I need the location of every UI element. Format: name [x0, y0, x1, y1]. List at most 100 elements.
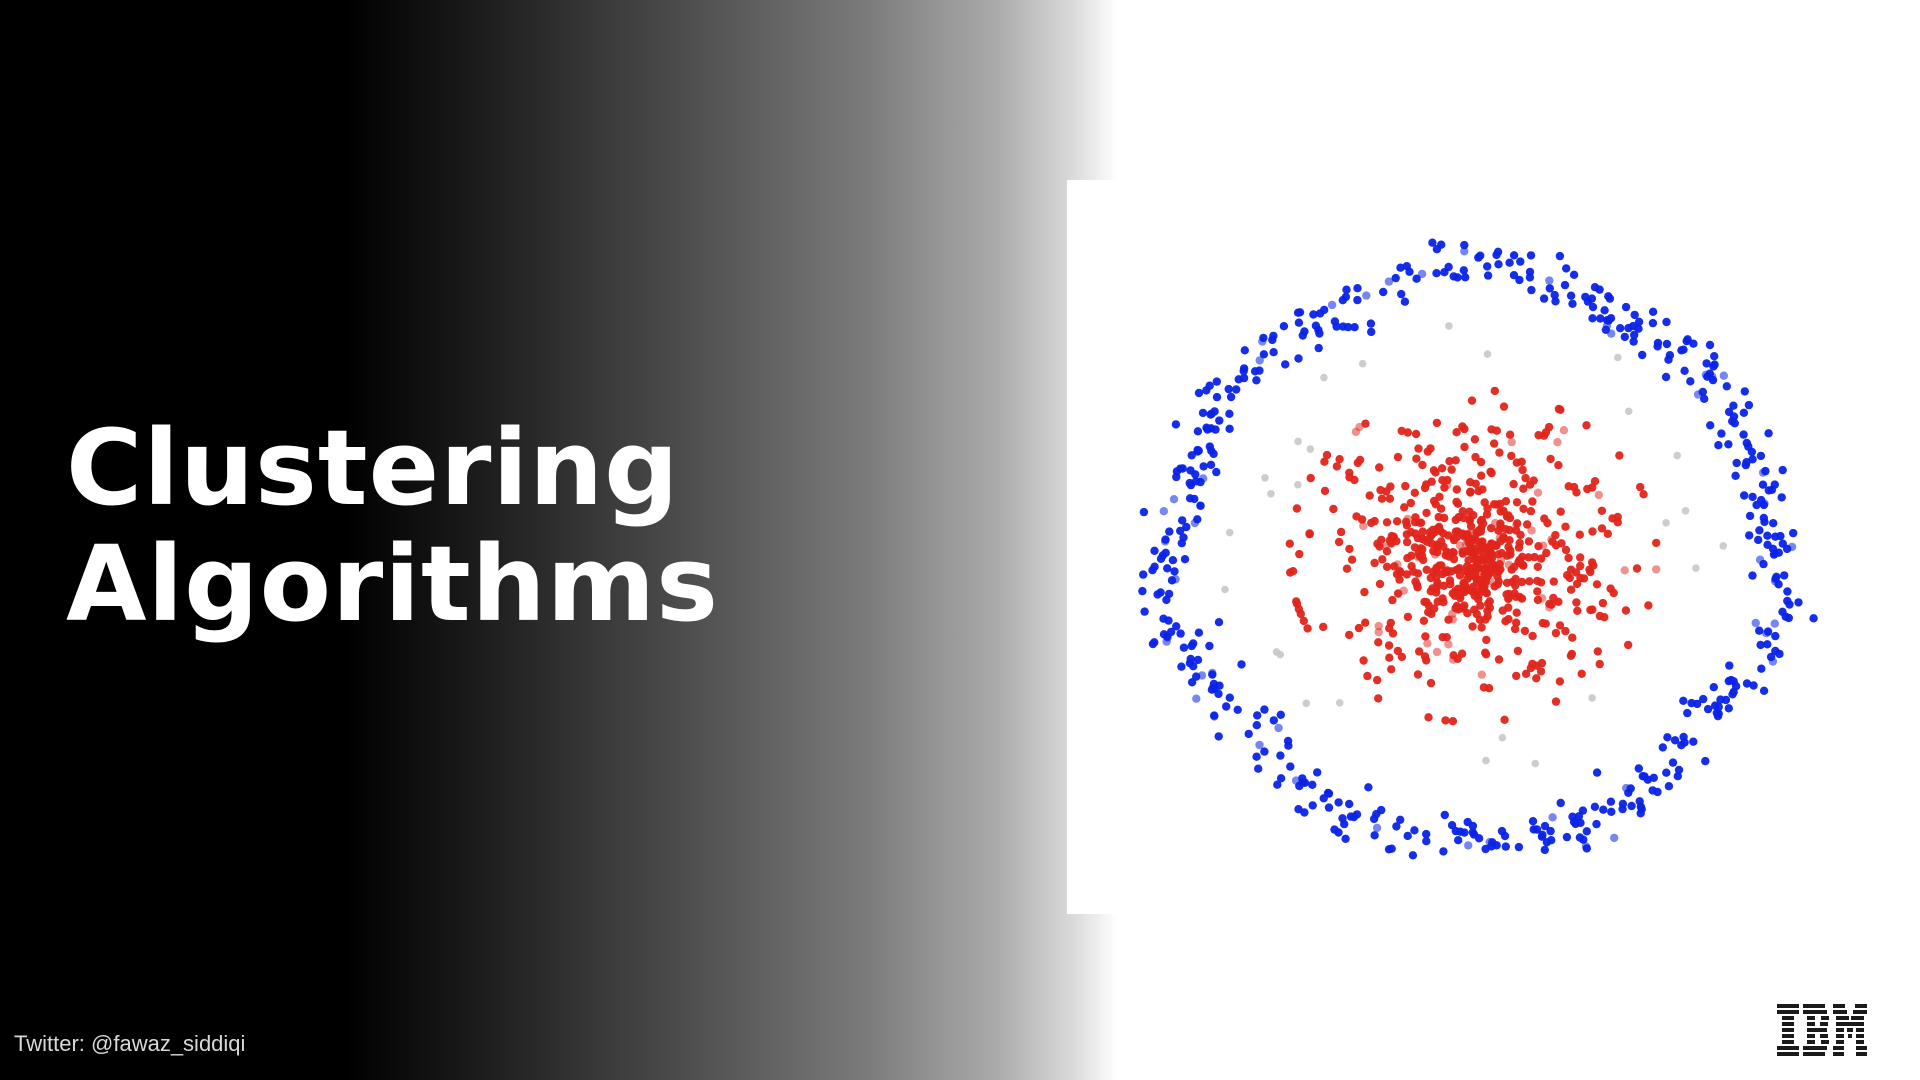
inner-cluster-point: [1403, 514, 1412, 524]
inner-cluster-point: [1597, 524, 1607, 533]
noise-point: [1483, 350, 1492, 358]
noise-point: [1498, 733, 1507, 742]
outer-cluster-point: [1709, 362, 1718, 371]
outer-cluster-point: [1663, 733, 1672, 742]
outer-cluster-point: [1607, 807, 1616, 816]
inner-cluster-point: [1541, 428, 1551, 437]
outer-cluster-point: [1239, 366, 1248, 376]
inner-cluster-point: [1403, 612, 1413, 622]
outer-cluster-point: [1560, 280, 1570, 290]
outer-cluster-point: [1679, 345, 1688, 354]
outer-cluster-point: [1603, 316, 1612, 325]
outer-ring-cluster: [1138, 238, 1818, 860]
outer-cluster-point: [1170, 567, 1179, 576]
outer-cluster-point: [1679, 696, 1688, 705]
inner-cluster-point: [1571, 568, 1581, 577]
outer-cluster-point: [1225, 424, 1234, 433]
inner-cluster-point: [1457, 649, 1467, 658]
inner-cluster-point: [1524, 537, 1534, 546]
outer-cluster-point: [1579, 835, 1588, 844]
inner-cluster-point: [1516, 530, 1525, 540]
outer-cluster-point: [1281, 360, 1290, 369]
inner-cluster-point: [1292, 597, 1301, 606]
inner-cluster-point: [1451, 456, 1460, 465]
outer-cluster-point: [1662, 317, 1671, 327]
title-line-2: Algorithms: [66, 523, 719, 645]
outer-cluster-point: [1551, 297, 1560, 306]
inner-cluster-point: [1530, 552, 1539, 562]
outer-cluster-point: [1658, 743, 1667, 752]
inner-cluster-point: [1458, 529, 1467, 538]
outer-cluster-point: [1194, 388, 1204, 398]
inner-cluster-point: [1332, 462, 1342, 471]
outer-cluster-point: [1653, 787, 1662, 797]
inner-cluster-point: [1590, 477, 1600, 486]
outer-cluster-point: [1680, 738, 1689, 747]
inner-cluster-point: [1320, 486, 1330, 496]
outer-cluster-point: [1771, 532, 1780, 541]
outer-cluster-point: [1648, 307, 1658, 316]
outer-cluster-point: [1205, 641, 1214, 651]
inner-cluster-point: [1390, 562, 1399, 571]
inner-cluster-point: [1499, 402, 1509, 411]
inner-cluster-point: [1423, 639, 1432, 648]
outer-cluster-point: [1748, 492, 1757, 502]
outer-cluster-point: [1199, 474, 1208, 483]
outer-cluster-point: [1209, 449, 1218, 459]
inner-cluster-point: [1518, 465, 1527, 475]
inner-cluster-point: [1500, 534, 1509, 543]
inner-cluster-point: [1555, 621, 1565, 630]
outer-cluster-point: [1222, 702, 1231, 711]
inner-cluster-point: [1441, 716, 1450, 725]
inner-cluster-point: [1551, 530, 1560, 540]
outer-cluster-point: [1582, 827, 1591, 836]
inner-cluster-point: [1542, 548, 1551, 558]
outer-cluster-point: [1670, 736, 1680, 745]
outer-cluster-point: [1763, 627, 1773, 636]
outer-cluster-point: [1207, 409, 1216, 418]
outer-cluster-point: [1234, 375, 1243, 384]
outer-cluster-point: [1139, 507, 1149, 517]
inner-cluster-point: [1375, 542, 1384, 551]
inner-cluster-point: [1526, 663, 1536, 673]
outer-cluster-point: [1353, 295, 1362, 305]
inner-cluster-point: [1477, 584, 1486, 593]
inner-cluster-point: [1547, 600, 1556, 609]
outer-cluster-point: [1205, 442, 1214, 451]
outer-cluster-point: [1311, 321, 1321, 330]
inner-cluster-point: [1494, 577, 1503, 586]
scatter-plot-svg: [1138, 238, 1818, 860]
inner-cluster-point: [1588, 527, 1597, 536]
outer-cluster-point: [1730, 419, 1739, 428]
inner-cluster-point: [1489, 439, 1499, 448]
outer-cluster-point: [1505, 258, 1514, 267]
outer-cluster-point: [1742, 679, 1752, 688]
outer-cluster-point: [1391, 273, 1400, 283]
outer-cluster-point: [1726, 675, 1736, 685]
outer-cluster-point: [1167, 576, 1177, 585]
inner-cluster-point: [1420, 483, 1430, 493]
inner-cluster-point: [1556, 507, 1565, 516]
inner-cluster-point: [1644, 601, 1653, 610]
outer-cluster-point: [1774, 548, 1783, 557]
inner-cluster-point: [1402, 521, 1412, 530]
inner-cluster-point: [1422, 656, 1431, 665]
inner-cluster-point: [1538, 541, 1548, 550]
outer-cluster-point: [1315, 329, 1324, 338]
outer-cluster-point: [1276, 774, 1286, 783]
outer-cluster-point: [1501, 842, 1510, 851]
outer-cluster-point: [1444, 262, 1453, 272]
noise-points: [1221, 322, 1728, 768]
outer-cluster-point: [1193, 655, 1203, 665]
outer-cluster-point: [1468, 828, 1477, 837]
inner-cluster-point: [1507, 451, 1516, 461]
outer-cluster-point: [1300, 778, 1310, 787]
outer-cluster-point: [1463, 817, 1472, 827]
outer-cluster-point: [1255, 356, 1264, 365]
inner-cluster-point: [1401, 481, 1410, 491]
inner-cluster-point: [1554, 404, 1564, 414]
outer-cluster-point: [1709, 683, 1718, 692]
inner-cluster-point: [1422, 565, 1431, 574]
outer-cluster-point: [1283, 736, 1293, 746]
outer-cluster-point: [1764, 486, 1773, 495]
